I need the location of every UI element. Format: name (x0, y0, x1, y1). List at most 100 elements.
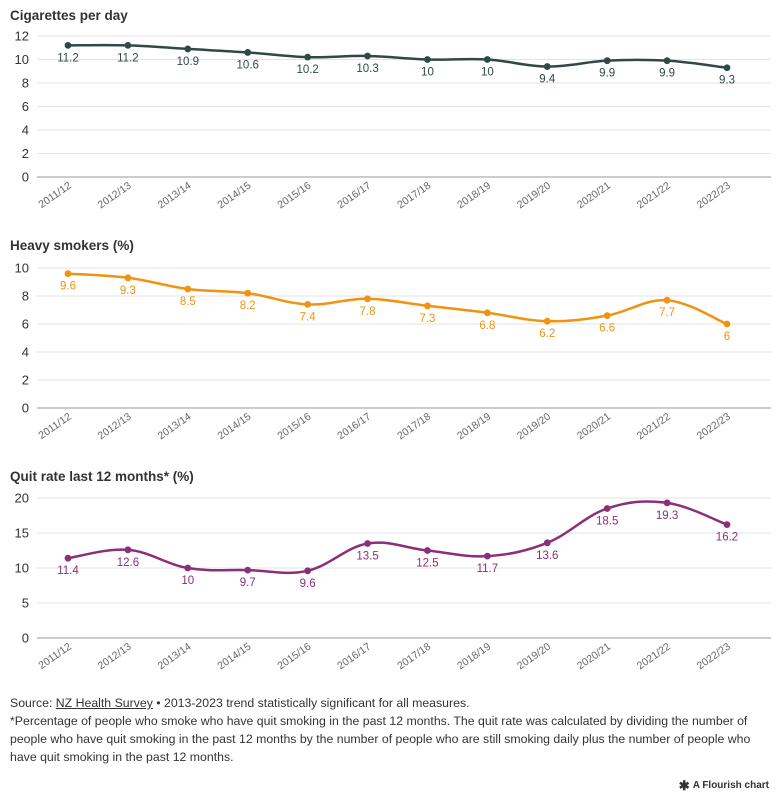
data-point (124, 42, 132, 49)
data-point (364, 52, 371, 60)
data-point (543, 317, 551, 325)
data-label: 13.6 (536, 550, 558, 562)
data-point (483, 56, 491, 63)
data-point (124, 546, 132, 554)
series-line (67, 500, 728, 575)
x-tick-label: 2019/20 (515, 411, 553, 443)
x-tick-label: 2015/16 (275, 411, 313, 443)
data-label: 10 (481, 67, 494, 79)
x-tick-label: 2011/12 (36, 641, 73, 672)
chart-footer: Source: NZ Health Survey • 2013-2023 tre… (10, 694, 772, 766)
y-tick-label: 10 (15, 261, 29, 276)
data-label: 9.4 (539, 74, 556, 86)
data-point (64, 270, 72, 277)
source-link[interactable]: NZ Health Survey (55, 696, 153, 710)
y-tick-label: 6 (22, 317, 29, 332)
data-point (304, 53, 312, 61)
x-tick-label: 2020/21 (575, 641, 613, 673)
data-point (424, 56, 431, 63)
x-tick-label: 2021/22 (635, 641, 673, 673)
x-tick-label: 2011/12 (36, 180, 73, 211)
data-label: 7.7 (659, 307, 675, 319)
y-tick-label: 8 (22, 289, 29, 304)
y-tick-label: 2 (22, 373, 29, 388)
data-point (184, 285, 192, 293)
data-label: 10 (421, 67, 434, 79)
data-label: 10.3 (356, 63, 378, 75)
data-label: 6.2 (539, 328, 555, 340)
data-label: 10.6 (237, 59, 259, 71)
flourish-credit[interactable]: ✱ A Flourish chart (679, 779, 769, 792)
x-tick-label: 2018/19 (455, 641, 493, 673)
data-label: 7.8 (360, 306, 376, 318)
chart-3-quit-rate: 0 5 10 15 20 2011/12 2012/13 2013/14 2014/15 2015… (15, 491, 771, 673)
x-tick-label: 2020/21 (575, 411, 613, 443)
data-point (64, 554, 72, 562)
x-tick-label: 2017/18 (395, 641, 433, 673)
data-label: 11.7 (477, 563, 499, 575)
footnote: *Percentage of people who smoke who have… (10, 714, 751, 764)
x-tick-label: 2016/17 (335, 180, 373, 212)
x-tick-label: 2019/20 (515, 641, 553, 673)
data-point (364, 295, 371, 303)
x-tick-label: 2016/17 (335, 411, 373, 443)
x-tick-label: 2013/14 (156, 411, 194, 443)
data-point (64, 42, 72, 49)
chart-2-heavy-smokers: 0 2 4 6 8 10 2011/12 2012/13 2013/14 2014/15 2015/… (15, 261, 771, 443)
data-label: 9.6 (60, 281, 76, 293)
data-point (304, 301, 312, 308)
x-tick-label: 2014/15 (215, 411, 253, 443)
x-tick-label: 2017/18 (395, 411, 433, 443)
flourish-credit-label: A Flourish chart (692, 780, 769, 791)
data-label: 8.2 (240, 300, 256, 312)
chart-1-cigarettes-per-day: 0 2 4 6 8 10 12 2011/12 2012/13 2013/14 2014/15 201… (15, 29, 771, 212)
x-tick-label: 2020/21 (575, 180, 613, 212)
y-tick-label: 15 (15, 526, 29, 541)
data-point (184, 564, 192, 572)
x-tick-label: 2013/14 (156, 641, 194, 673)
data-point (304, 567, 312, 575)
data-point (603, 57, 611, 65)
data-point (723, 521, 731, 528)
data-point (543, 539, 551, 547)
x-tick-label: 2018/19 (455, 180, 493, 212)
data-label: 8.5 (180, 296, 196, 308)
data-point (723, 320, 731, 328)
data-point (663, 57, 671, 65)
data-point (603, 312, 611, 319)
x-tick-label: 2014/15 (215, 641, 253, 673)
data-label: 11.2 (117, 52, 139, 64)
data-label: 9.9 (599, 68, 615, 80)
data-label: 10 (181, 575, 194, 587)
chart-1-title: Cigarettes per day (10, 8, 128, 23)
y-tick-label: 0 (22, 170, 29, 185)
x-tick-label: 2015/16 (275, 641, 313, 673)
data-label: 11.2 (57, 52, 79, 64)
y-tick-label: 12 (15, 29, 29, 44)
data-point (483, 552, 491, 560)
data-label: 10.9 (177, 56, 199, 68)
x-tick-label: 2012/13 (96, 641, 134, 673)
x-tick-label: 2011/12 (36, 411, 73, 442)
x-tick-label: 2014/15 (215, 180, 253, 212)
data-label: 9.3 (120, 285, 136, 297)
data-point (244, 566, 252, 574)
data-point (364, 540, 371, 547)
data-label: 16.2 (716, 532, 738, 544)
data-label: 9.3 (719, 75, 735, 87)
data-label: 10.2 (296, 64, 318, 76)
data-point (124, 274, 132, 282)
series-line (67, 272, 728, 326)
data-point (483, 309, 491, 317)
y-tick-label: 4 (22, 345, 29, 360)
data-point (244, 289, 252, 297)
x-tick-label: 2016/17 (335, 641, 373, 673)
data-point (543, 63, 551, 70)
y-tick-label: 10 (15, 561, 29, 576)
x-tick-label: 2013/14 (156, 180, 194, 212)
data-point (723, 64, 731, 72)
x-tick-label: 2022/23 (695, 641, 733, 673)
y-tick-label: 10 (15, 52, 29, 67)
x-tick-label: 2015/16 (275, 180, 313, 212)
data-point (244, 49, 252, 56)
